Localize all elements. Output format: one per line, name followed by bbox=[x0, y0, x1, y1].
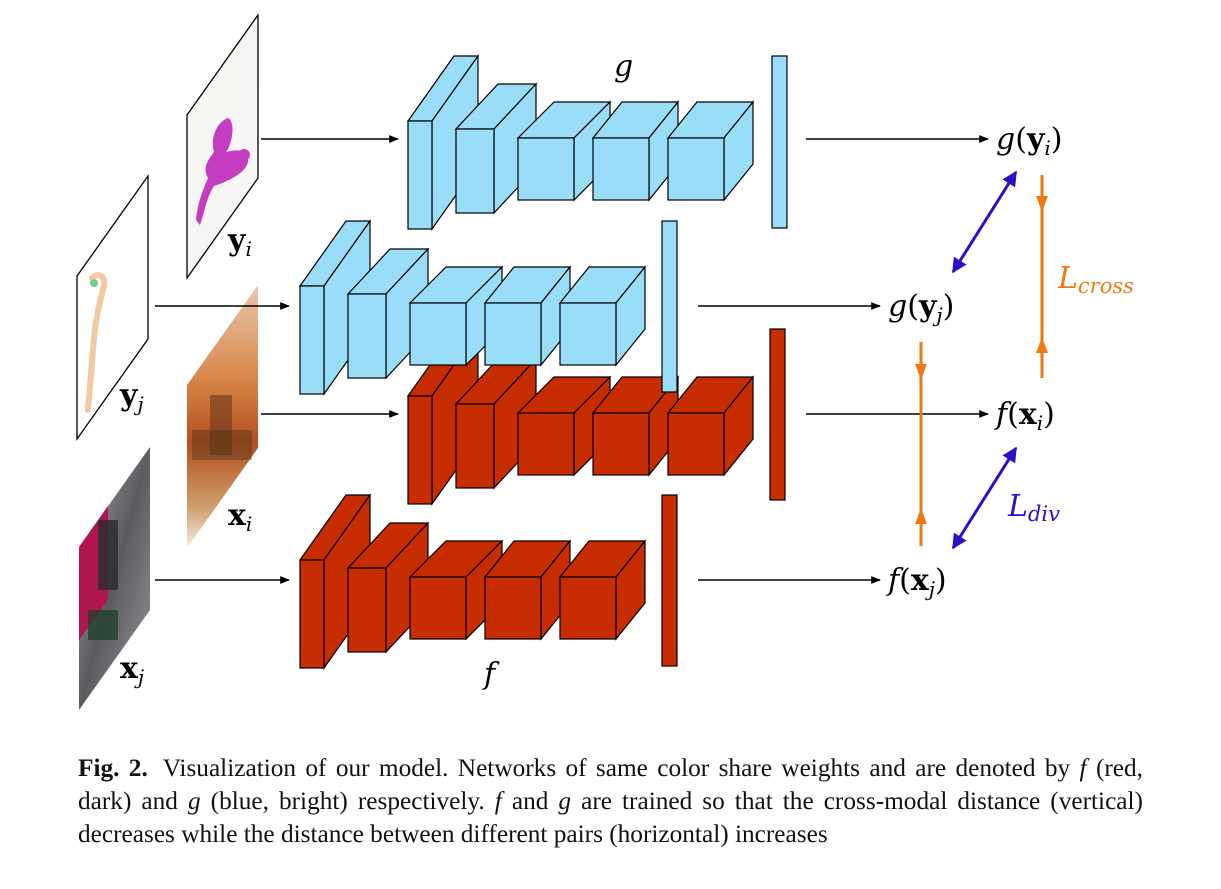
figure-caption: Fig. 2. Visualization of our model. Netw… bbox=[78, 752, 1143, 851]
conv-layer-1 bbox=[406, 54, 480, 231]
loss-div-arrows bbox=[951, 170, 1018, 550]
caption-label: Fig. 2. bbox=[78, 754, 148, 782]
conv-layer-4 bbox=[591, 375, 680, 477]
model-diagram: yi yj xi xj g f g(yi) g(yj) f(xi) f(xj) … bbox=[76, 12, 1134, 710]
caption-text-1: Visualization of our model. Networks of … bbox=[162, 754, 1071, 782]
caption-var-f: f bbox=[1079, 754, 1087, 782]
caption-text-2: (red, dark) and bbox=[78, 754, 1143, 815]
output-f-xi: f(xi) bbox=[994, 397, 1055, 435]
label-xj: xj bbox=[120, 651, 144, 689]
conv-layer-2 bbox=[346, 521, 430, 654]
loss-label-cross: Lcross bbox=[1057, 261, 1134, 298]
label-yi: yi bbox=[227, 223, 252, 261]
label-yj: yj bbox=[119, 378, 144, 416]
caption-text-3: (blue, bright) respectively. bbox=[210, 787, 485, 815]
caption-text-4: and bbox=[511, 787, 549, 815]
conv-layer-2 bbox=[454, 357, 538, 490]
input-image-yj bbox=[76, 173, 149, 442]
caption-var-g2: g bbox=[558, 787, 572, 815]
conv-layer-5 bbox=[666, 100, 755, 202]
conv-layer-5 bbox=[558, 265, 647, 367]
conv-layer-2 bbox=[346, 247, 430, 380]
conv-layer-4 bbox=[591, 100, 680, 202]
network-g-yj bbox=[298, 219, 678, 396]
network-label-f: f bbox=[482, 657, 500, 692]
fc-layer bbox=[771, 55, 788, 229]
label-xi: xi bbox=[228, 498, 252, 536]
conv-layer-2 bbox=[454, 82, 538, 215]
conv-layer-5 bbox=[558, 539, 647, 641]
output-f-xj: f(xj) bbox=[886, 563, 947, 601]
loss-label-div: Ldiv bbox=[1007, 489, 1060, 526]
input-image-xj bbox=[79, 447, 150, 710]
conv-layer-3 bbox=[516, 375, 612, 477]
conv-layer-3 bbox=[516, 100, 612, 202]
output-g-yj: g(yj) bbox=[888, 289, 954, 327]
network-label-g: g bbox=[614, 49, 633, 84]
network-g-yi bbox=[406, 54, 788, 231]
fc-layer bbox=[769, 328, 786, 501]
fc-layer bbox=[661, 220, 678, 393]
conv-layer-3 bbox=[408, 539, 504, 641]
conv-layer-4 bbox=[483, 265, 572, 367]
conv-layer-1 bbox=[298, 219, 372, 396]
conv-layer-4 bbox=[483, 539, 572, 641]
output-g-yi: g(yi) bbox=[996, 122, 1063, 160]
caption-var-f2: f bbox=[494, 787, 502, 815]
input-image-xi bbox=[187, 285, 258, 548]
network-f-xj bbox=[298, 493, 678, 670]
conv-layer-5 bbox=[666, 375, 755, 477]
conv-layer-1 bbox=[298, 493, 372, 670]
fc-layer bbox=[661, 494, 678, 667]
caption-var-g: g bbox=[187, 787, 201, 815]
input-image-yi bbox=[186, 12, 259, 281]
loss-cross-arrows bbox=[915, 175, 1048, 546]
caption-text-5: are trained so that the cross-modal dist… bbox=[78, 787, 1143, 848]
